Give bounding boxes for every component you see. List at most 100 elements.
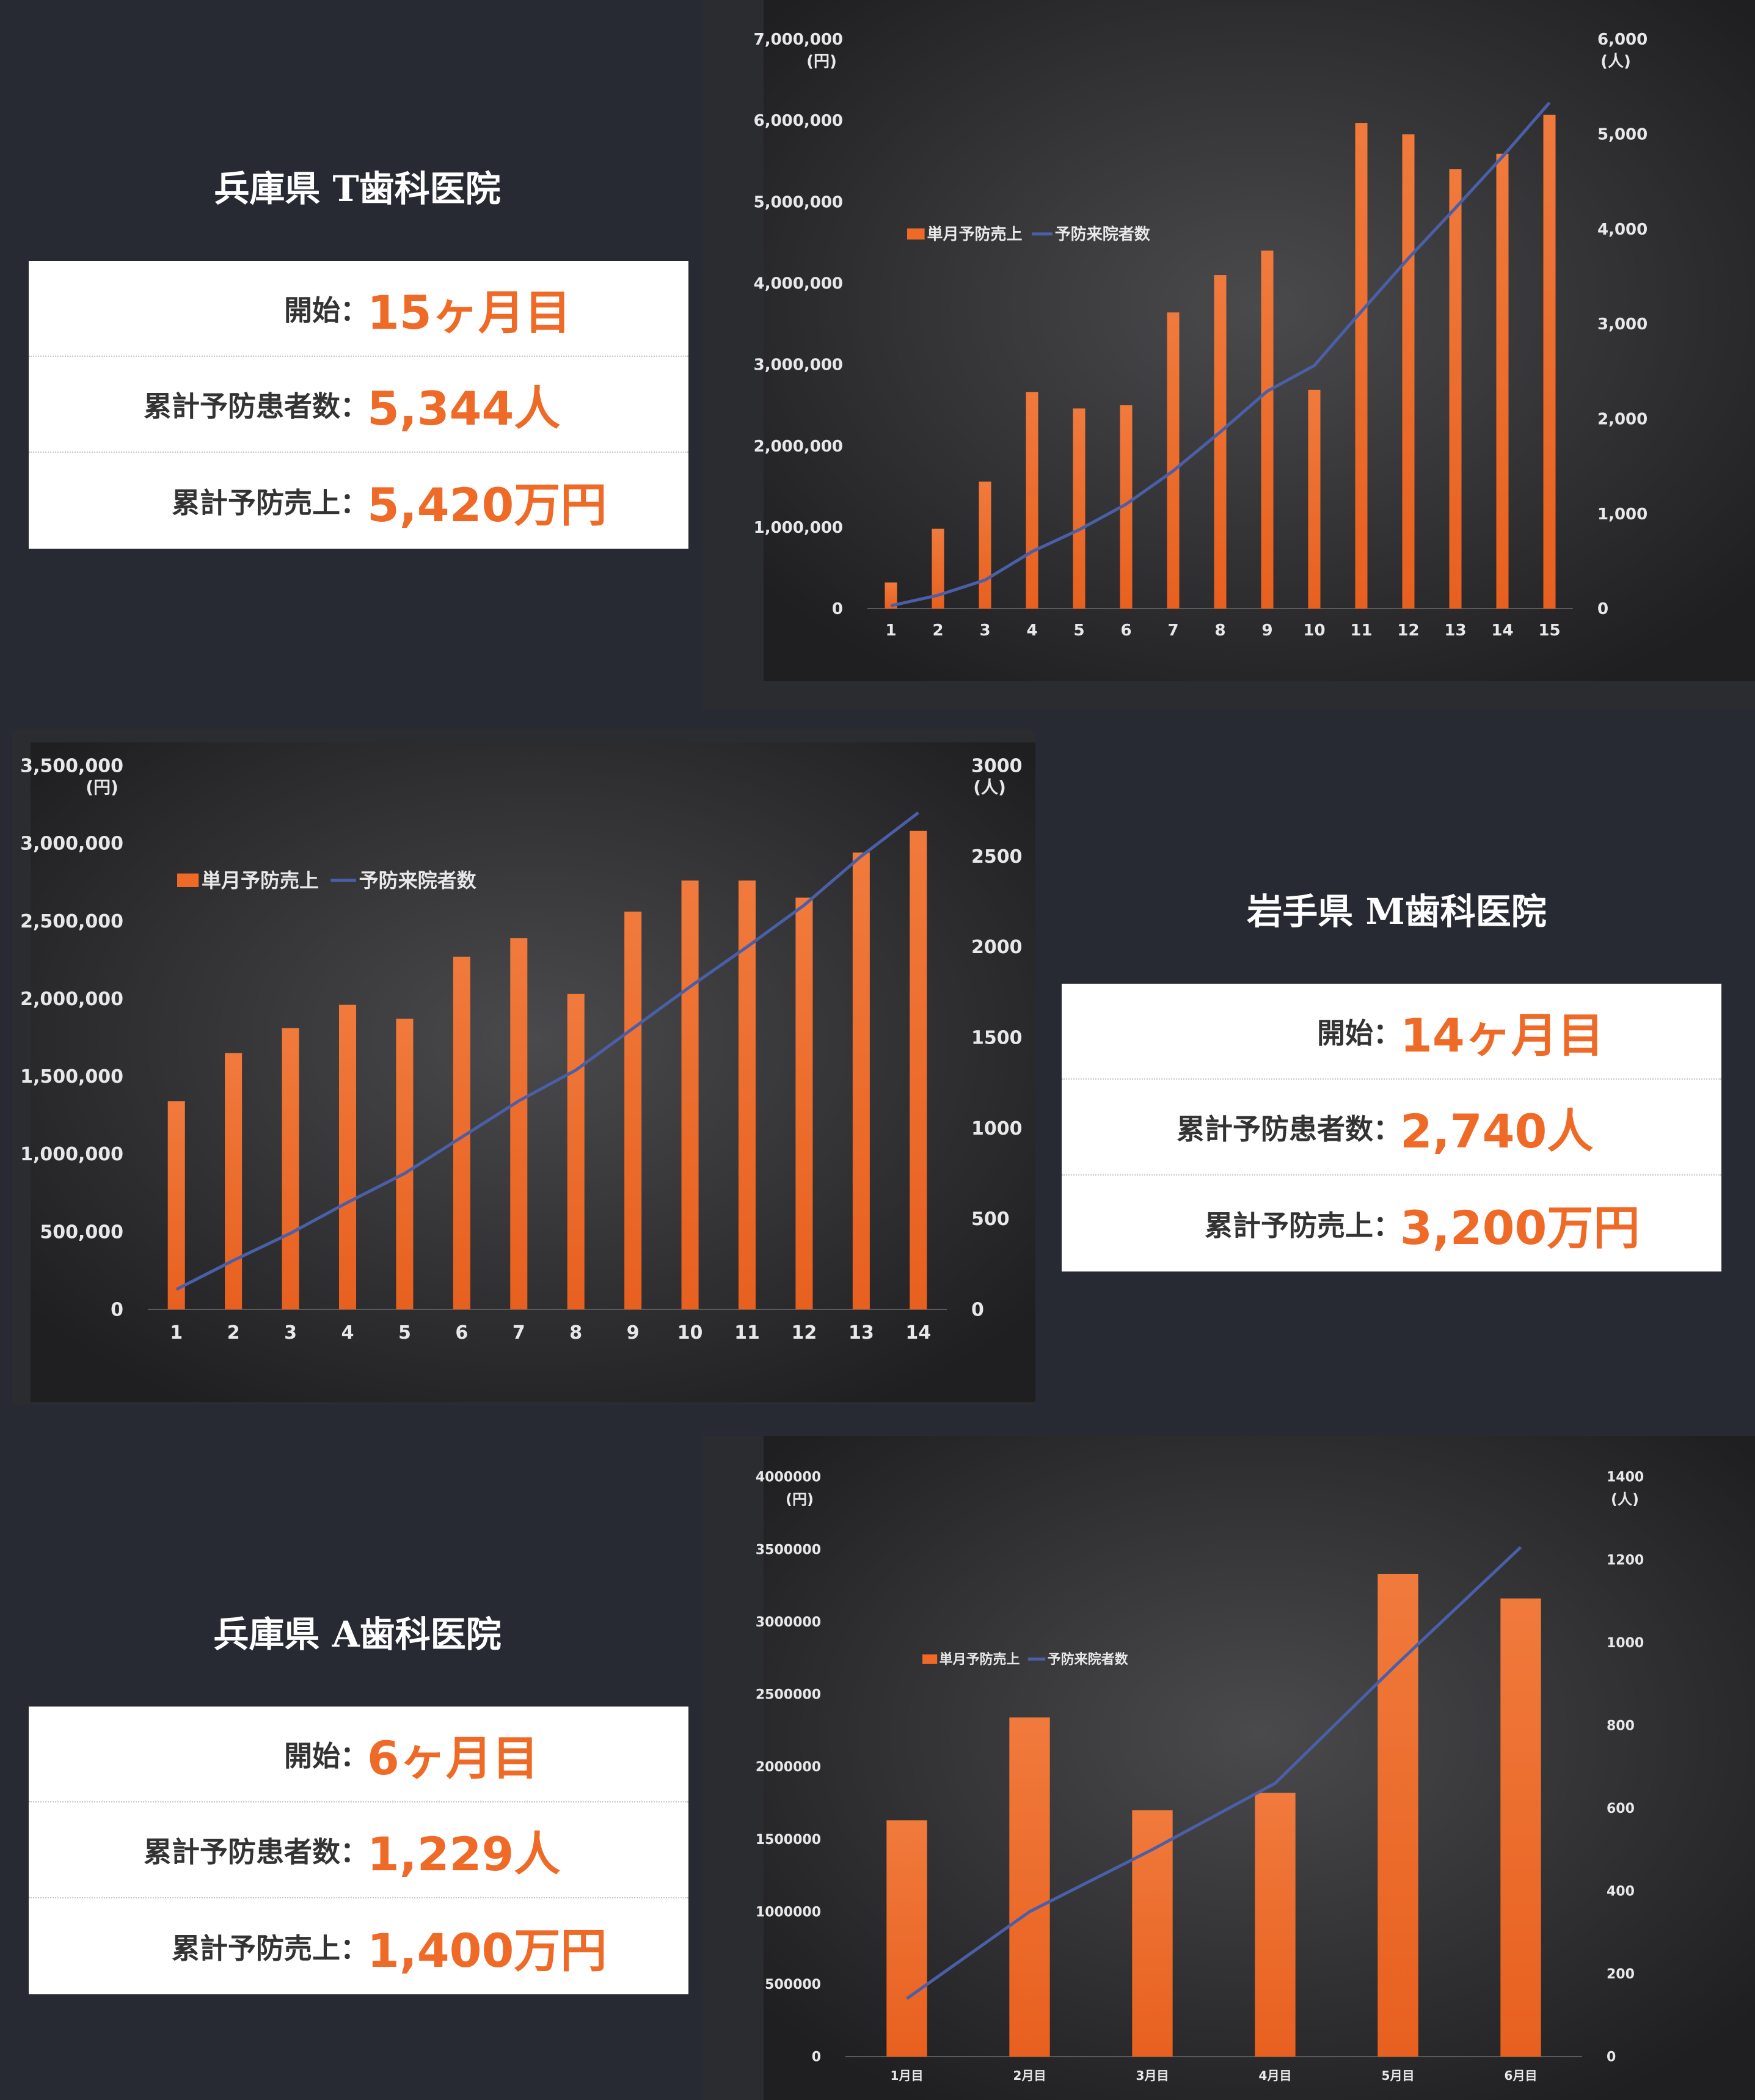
- left-tick-label: 1000000: [756, 1904, 821, 1920]
- left-tick-label: 500,000: [40, 1221, 123, 1243]
- stat-row-start: 開始 ： 6ヶ月目: [29, 1707, 688, 1802]
- bar-11: [738, 880, 756, 1309]
- stat-colon: ：: [340, 293, 368, 327]
- right-tick-label: 500: [971, 1209, 1010, 1230]
- category-label: 2月目: [1013, 2068, 1046, 2083]
- bar-13: [1449, 169, 1462, 609]
- bar-12: [795, 898, 813, 1309]
- clinic-title-iwate-m: 岩手県 M歯科医院: [1247, 891, 1547, 932]
- stats-card-hyogo-a: 開始 ： 6ヶ月目 累計予防患者数 ： 1,229人 累計予防売上 ： 1,40…: [29, 1707, 688, 1994]
- bar-6月目: [1500, 1598, 1541, 2057]
- stat-value: 15ヶ月目: [367, 285, 571, 340]
- category-label: 10: [1303, 621, 1325, 640]
- right-tick-label: 1000: [971, 1118, 1023, 1140]
- category-label: 8: [569, 1322, 582, 1344]
- legend-bar-label: 単月予防売上: [927, 225, 1023, 244]
- left-tick-label: 2500000: [756, 1688, 821, 1703]
- chart-svg: 0 500,000 1,000,000 1,500,000 2,000,000 2,500…: [20, 742, 1035, 1402]
- legend-line-label: 予防来院者数: [359, 869, 477, 892]
- right-axis-unit: (人): [1611, 1491, 1639, 1508]
- category-label: 10: [677, 1322, 703, 1344]
- category-label: 6月目: [1505, 2068, 1538, 2083]
- legend-line-label: 予防来院者数: [1048, 1652, 1129, 1667]
- clinic-title-hyogo-a: 兵庫県 A歯科医院: [213, 1614, 502, 1655]
- chart-svg: 0 1,000,000 2,000,000 3,000,000 4,000,000 5,0…: [754, 0, 1755, 681]
- stat-label: 累計予防患者数: [1177, 1112, 1373, 1146]
- stat-value: 5,420万円: [367, 477, 607, 532]
- category-label: 4月目: [1259, 2068, 1292, 2083]
- right-tick-label: 1,000: [1597, 505, 1647, 524]
- stat-colon: ：: [1373, 1112, 1401, 1146]
- right-tick-label: 2,000: [1597, 410, 1647, 428]
- right-tick-label: 200: [1607, 1967, 1635, 1982]
- bar-4: [1026, 392, 1038, 609]
- category-label: 14: [905, 1322, 931, 1344]
- stat-colon: ：: [340, 1739, 368, 1773]
- bar-2月目: [1009, 1717, 1050, 2057]
- category-label: 13: [1444, 621, 1466, 640]
- stat-label: 累計予防売上: [1205, 1209, 1373, 1242]
- left-tick-label: 0: [111, 1300, 123, 1321]
- stat-value: 1,229人: [367, 1826, 561, 1881]
- stat-value: 3,200万円: [1400, 1200, 1640, 1255]
- category-label: 1: [170, 1322, 183, 1344]
- left-tick-label: 0: [812, 2050, 821, 2065]
- left-tick-label: 2,000,000: [754, 437, 843, 456]
- chart-hyogo-a: 0 500000 1000000 1500000 2000000 2500000 30000…: [702, 1436, 1755, 2100]
- stats-card-hyogo-t: 開始 ： 15ヶ月目 累計予防患者数 ： 5,344人 累計予防売上 ： 5,4…: [29, 261, 688, 549]
- left-tick-label: 2,000,000: [20, 989, 123, 1010]
- stat-label: 開始: [284, 1739, 340, 1773]
- line-series-patients: [175, 811, 919, 1291]
- bar-8: [567, 993, 585, 1309]
- right-tick-label: 1500: [971, 1028, 1023, 1049]
- stat-label: 累計予防患者数: [144, 389, 340, 423]
- bar-3月目: [1132, 1810, 1173, 2057]
- stat-row-sales: 累計予防売上 ： 3,200万円: [1062, 1176, 1721, 1271]
- right-tick-label: 3000: [971, 756, 1023, 777]
- category-label: 9: [1261, 621, 1272, 640]
- right-tick-label: 5,000: [1597, 125, 1647, 144]
- bar-10: [1308, 389, 1321, 609]
- category-label: 11: [734, 1322, 760, 1344]
- bar-10: [681, 880, 699, 1309]
- bar-9: [1261, 251, 1274, 609]
- bar-4月目: [1255, 1793, 1296, 2057]
- category-label: 4: [1026, 621, 1037, 640]
- right-axis-unit: (人): [973, 777, 1006, 797]
- left-tick-label: 3500000: [756, 1542, 821, 1557]
- stat-colon: ：: [340, 1931, 368, 1965]
- right-tick-label: 1000: [1607, 1636, 1644, 1651]
- stat-colon: ：: [1373, 1016, 1401, 1050]
- left-tick-label: 1,500,000: [20, 1066, 123, 1088]
- bar-2: [225, 1053, 243, 1309]
- stat-colon: ：: [340, 1835, 368, 1868]
- bar-8: [1214, 275, 1227, 609]
- stat-row-sales: 累計予防売上 ： 5,420万円: [29, 453, 688, 549]
- bar-14: [910, 830, 927, 1309]
- right-tick-label: 400: [1607, 1884, 1635, 1900]
- category-label: 9: [627, 1322, 640, 1344]
- left-tick-label: 3,000,000: [20, 833, 123, 855]
- category-label: 13: [848, 1322, 874, 1344]
- stat-value: 5,344人: [367, 381, 561, 436]
- left-tick-label: 1,000,000: [754, 519, 843, 537]
- line-series-patients: [906, 1546, 1522, 2000]
- category-label: 11: [1350, 621, 1372, 640]
- bar-6: [1120, 405, 1133, 609]
- category-label: 1: [885, 621, 896, 640]
- stat-label: 累計予防売上: [172, 1931, 340, 1965]
- bar-3: [979, 481, 991, 609]
- bar-5: [1073, 408, 1085, 609]
- bar-9: [624, 912, 642, 1309]
- category-label: 3: [979, 621, 990, 640]
- left-tick-label: 5,000,000: [754, 193, 843, 211]
- category-label: 4: [341, 1322, 354, 1344]
- stat-row-patients: 累計予防患者数 ： 5,344人: [29, 357, 688, 453]
- left-axis-unit: (円): [786, 1491, 814, 1508]
- bar-13: [852, 852, 870, 1309]
- stat-value: 1,400万円: [367, 1923, 607, 1978]
- right-tick-label: 0: [1607, 2050, 1616, 2065]
- left-tick-label: 3,000,000: [754, 356, 843, 375]
- stat-label: 開始: [1317, 1016, 1373, 1050]
- chart-background: [764, 0, 1755, 681]
